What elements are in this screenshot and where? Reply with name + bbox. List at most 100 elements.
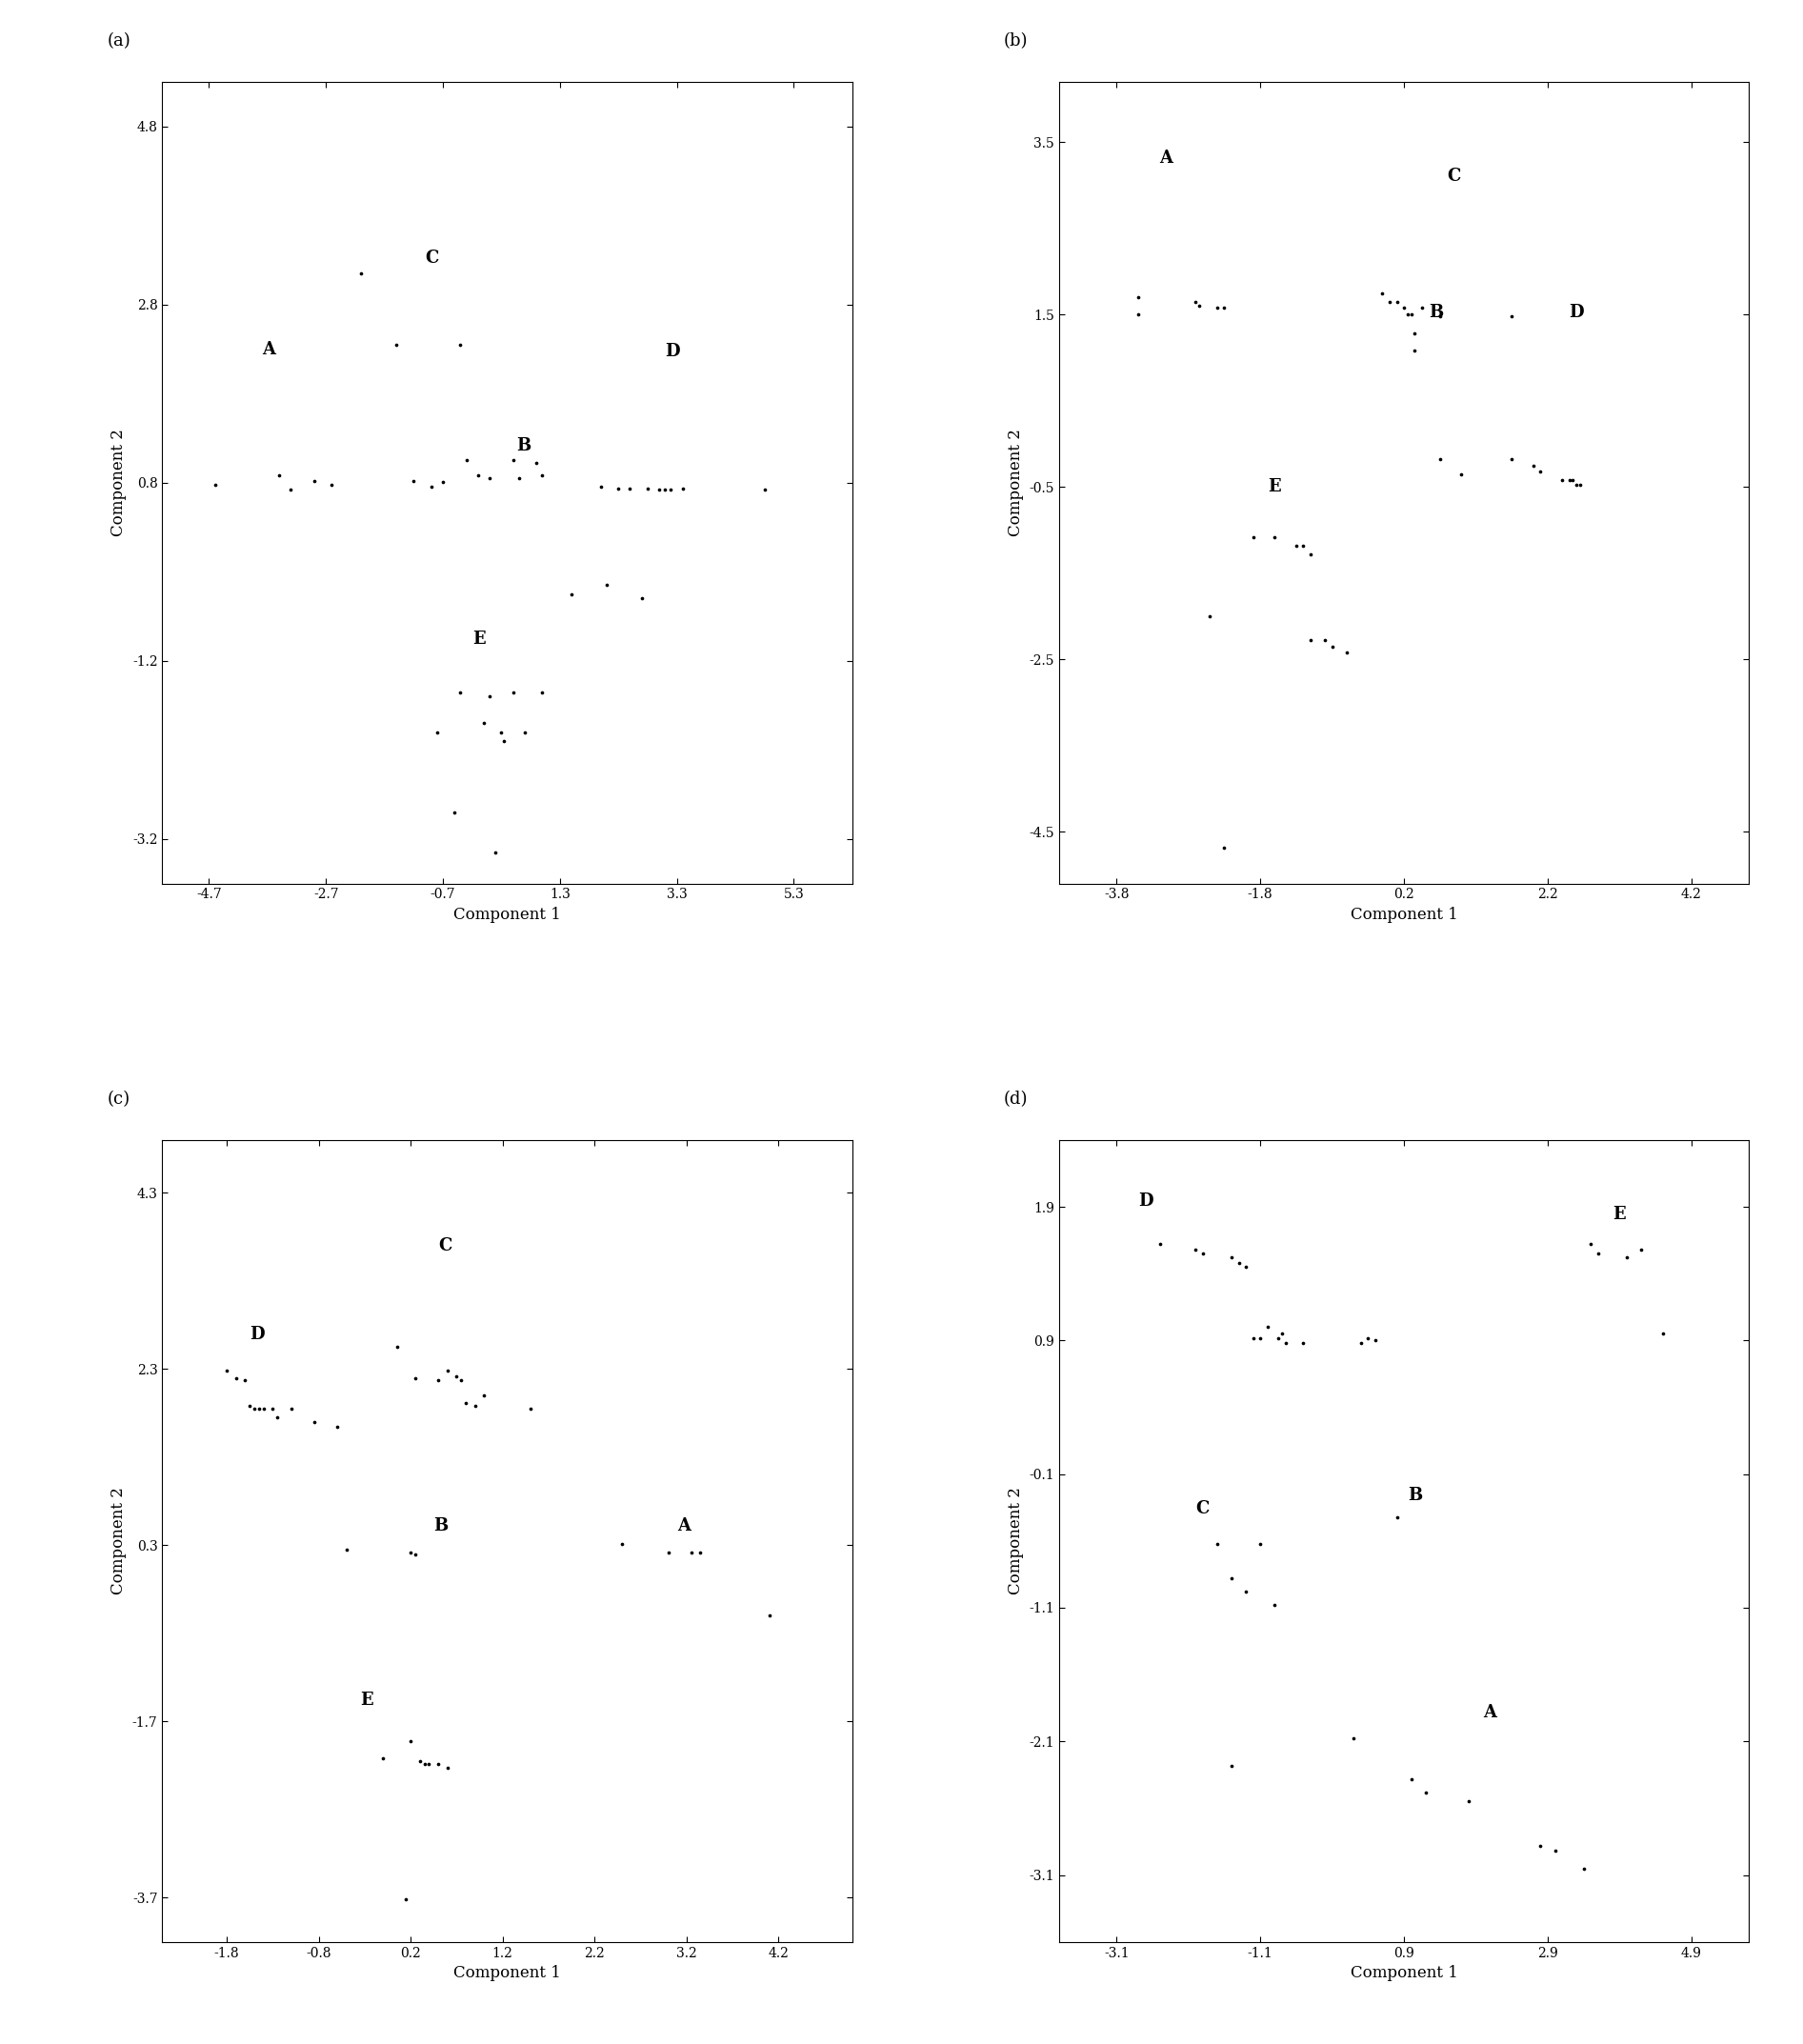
Point (1264, 1322, 1293, 1355)
Point (1282, 529, 1311, 562)
Point (213, 1355, 242, 1388)
Point (1217, 1750, 1246, 1782)
Point (200, 468, 229, 501)
Point (445, 677, 474, 709)
Point (1203, 1527, 1231, 1560)
Point (442, 1359, 471, 1392)
Point (1361, 1325, 1390, 1357)
Point (1565, 468, 1594, 501)
Point (633, 472, 662, 505)
Point (627, 583, 656, 615)
Point (276, 474, 305, 507)
Point (433, 1752, 462, 1784)
Point (409, 1748, 438, 1780)
Text: A: A (1159, 149, 1174, 166)
Point (1217, 1562, 1246, 1594)
Point (447, 1363, 476, 1396)
Point (382, 329, 411, 362)
Point (1145, 1228, 1174, 1261)
X-axis label: Component 1: Component 1 (453, 1964, 561, 1981)
Point (1401, 335, 1430, 368)
Point (1246, 1527, 1275, 1560)
Text: (c): (c) (106, 1091, 130, 1108)
Point (615, 472, 644, 505)
Point (1576, 1228, 1605, 1261)
Point (1390, 292, 1419, 325)
Text: (a): (a) (106, 33, 130, 49)
Point (400, 1361, 429, 1394)
Point (1289, 1327, 1318, 1359)
X-axis label: Component 1: Component 1 (1350, 1964, 1459, 1981)
Text: E: E (1268, 478, 1280, 495)
Point (1583, 1237, 1612, 1269)
Point (382, 1331, 411, 1363)
Point (1260, 521, 1289, 554)
Point (586, 470, 615, 503)
Point (222, 1361, 251, 1394)
Point (487, 715, 516, 748)
Text: E: E (361, 1690, 373, 1709)
Point (415, 1748, 444, 1780)
Point (1368, 276, 1397, 309)
Point (1210, 292, 1239, 325)
Text: A: A (261, 341, 276, 358)
Point (471, 1380, 499, 1412)
Text: A: A (678, 1517, 691, 1535)
Text: (d): (d) (1004, 1091, 1028, 1108)
Point (469, 707, 498, 740)
Y-axis label: Component 2: Component 2 (1008, 429, 1024, 536)
Point (445, 329, 474, 362)
Point (1426, 300, 1455, 333)
Point (1394, 298, 1423, 331)
Point (240, 1392, 269, 1425)
Point (391, 1883, 420, 1915)
Point (1203, 292, 1231, 325)
Point (451, 1386, 480, 1419)
Point (755, 1600, 784, 1633)
Text: C: C (1195, 1500, 1210, 1517)
Point (1554, 464, 1583, 497)
Point (263, 1402, 292, 1435)
Point (591, 568, 620, 601)
Point (1231, 1576, 1260, 1609)
Point (476, 462, 505, 495)
Point (1561, 468, 1590, 501)
Point (1340, 1723, 1368, 1756)
Point (1540, 1836, 1569, 1868)
Point (1311, 623, 1340, 656)
Point (1217, 1241, 1246, 1273)
Point (1181, 1233, 1210, 1265)
Point (750, 474, 779, 507)
Point (1246, 1322, 1275, 1355)
Point (416, 470, 445, 503)
Point (528, 460, 557, 493)
Point (463, 460, 492, 493)
Text: E: E (472, 630, 485, 648)
Point (453, 444, 481, 476)
Point (332, 1533, 361, 1566)
Point (685, 1535, 714, 1568)
Point (1224, 1247, 1253, 1280)
Point (505, 462, 534, 495)
Point (604, 472, 633, 505)
Point (1332, 636, 1361, 668)
Point (424, 1363, 453, 1396)
Point (1253, 1310, 1282, 1343)
Point (1123, 298, 1152, 331)
Point (669, 472, 698, 505)
Point (1195, 599, 1224, 632)
Point (523, 448, 552, 480)
Text: B: B (1430, 305, 1444, 321)
Point (397, 1725, 426, 1758)
Text: (b): (b) (1004, 33, 1028, 49)
Point (1181, 286, 1210, 319)
Text: D: D (249, 1327, 265, 1343)
Point (1496, 444, 1525, 476)
Point (1648, 1318, 1677, 1351)
Point (476, 681, 505, 713)
Point (1231, 1251, 1260, 1284)
Point (1268, 1318, 1296, 1351)
Point (433, 1355, 462, 1388)
Point (323, 1410, 352, 1443)
Point (406, 1746, 435, 1778)
